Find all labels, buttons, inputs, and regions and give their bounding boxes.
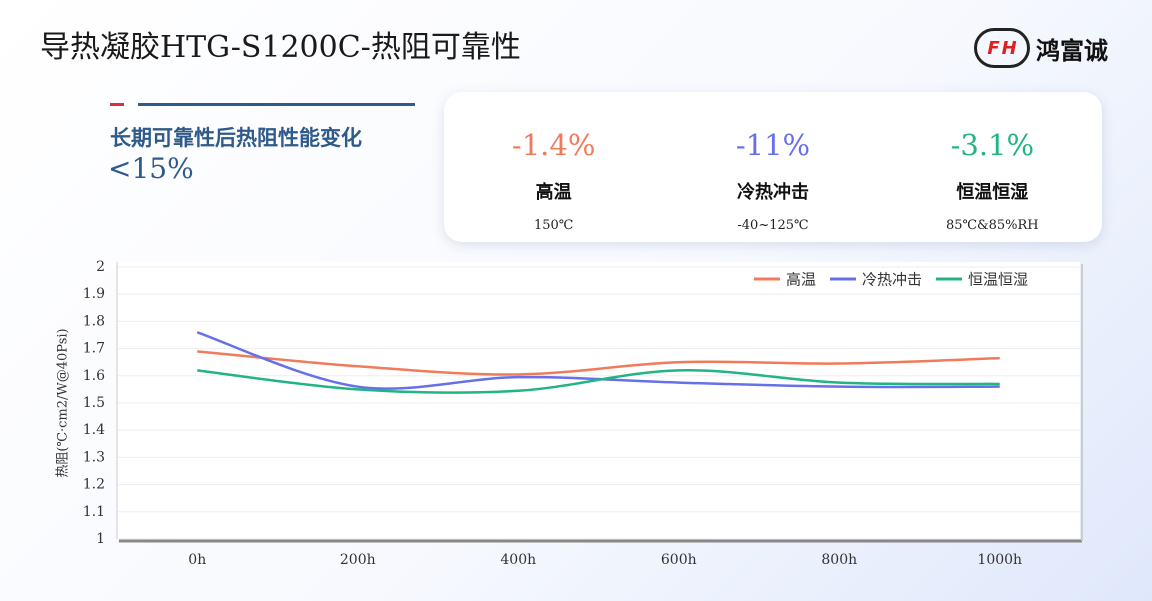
x-tick-label: 400h [500, 552, 536, 568]
card-change: -1.4% [511, 128, 596, 162]
line [197, 369, 1000, 394]
logo-letter: H [1001, 37, 1017, 59]
y-tick-label: 2 [96, 259, 105, 275]
y-tick-label: 1.2 [83, 477, 105, 493]
y-tick-label: 1.5 [83, 395, 105, 411]
card-condition: 85℃&85%RH [945, 218, 1039, 233]
y-tick-label: 1.6 [83, 368, 105, 384]
accent [110, 103, 124, 106]
card: -11% 冷热冲击 -40~125℃ [663, 92, 882, 242]
y-tick-label: 1.4 [83, 422, 105, 438]
x-tick-label: 200h [340, 552, 376, 568]
card: -3.1% 恒温恒湿 85℃&85%RH [883, 92, 1102, 242]
x-tick-label: 600h [661, 552, 697, 568]
card: -1.4% 高温 150℃ [444, 92, 663, 242]
y-tick-label: 1.7 [83, 341, 105, 357]
summary-value: <15% [108, 152, 194, 185]
card-test: 恒温恒湿 [956, 182, 1029, 203]
y-tick-label: 1.3 [83, 449, 105, 465]
legend-label: 恒温恒湿 [968, 271, 1028, 289]
y-axis-label: 热阻(℃·cm2/W@40Psi) [56, 328, 71, 477]
logo-text: 鸿富诚 [1036, 36, 1108, 65]
accent [138, 103, 415, 106]
line [197, 350, 1000, 376]
plot-area [117, 262, 1080, 539]
y-tick-label: 1.1 [83, 504, 105, 520]
x-tick-label: 1000h [977, 552, 1022, 568]
cards: -1.4% 高温 150℃ -11% 冷热冲击 -40~125℃ -3.1% 恒温恒湿 85℃&… [444, 92, 1102, 242]
card-condition: 150℃ [533, 218, 574, 233]
logo-letter: F [987, 37, 1000, 59]
y-tick-label: 1.9 [83, 286, 105, 302]
summary-text: 长期可靠性后热阻性能变化 [110, 126, 362, 150]
y-tick-label: 1.8 [83, 313, 105, 329]
x-tick-label: 800h [821, 552, 857, 568]
y-tick-label: 1 [96, 531, 105, 547]
line [196, 331, 1000, 390]
card-test: 高温 [535, 182, 572, 203]
card-change: -3.1% [950, 128, 1035, 162]
legend-label: 高温 [786, 271, 816, 289]
title: 导热凝胶HTG-S1200C-热阻可靠性 [40, 30, 521, 65]
card-test: 冷热冲击 [736, 182, 809, 203]
card-condition: -40~125℃ [737, 218, 809, 233]
x-tick-label: 0h [188, 552, 206, 568]
legend-label: 冷热冲击 [862, 271, 922, 289]
card-change: -11% [735, 128, 811, 162]
